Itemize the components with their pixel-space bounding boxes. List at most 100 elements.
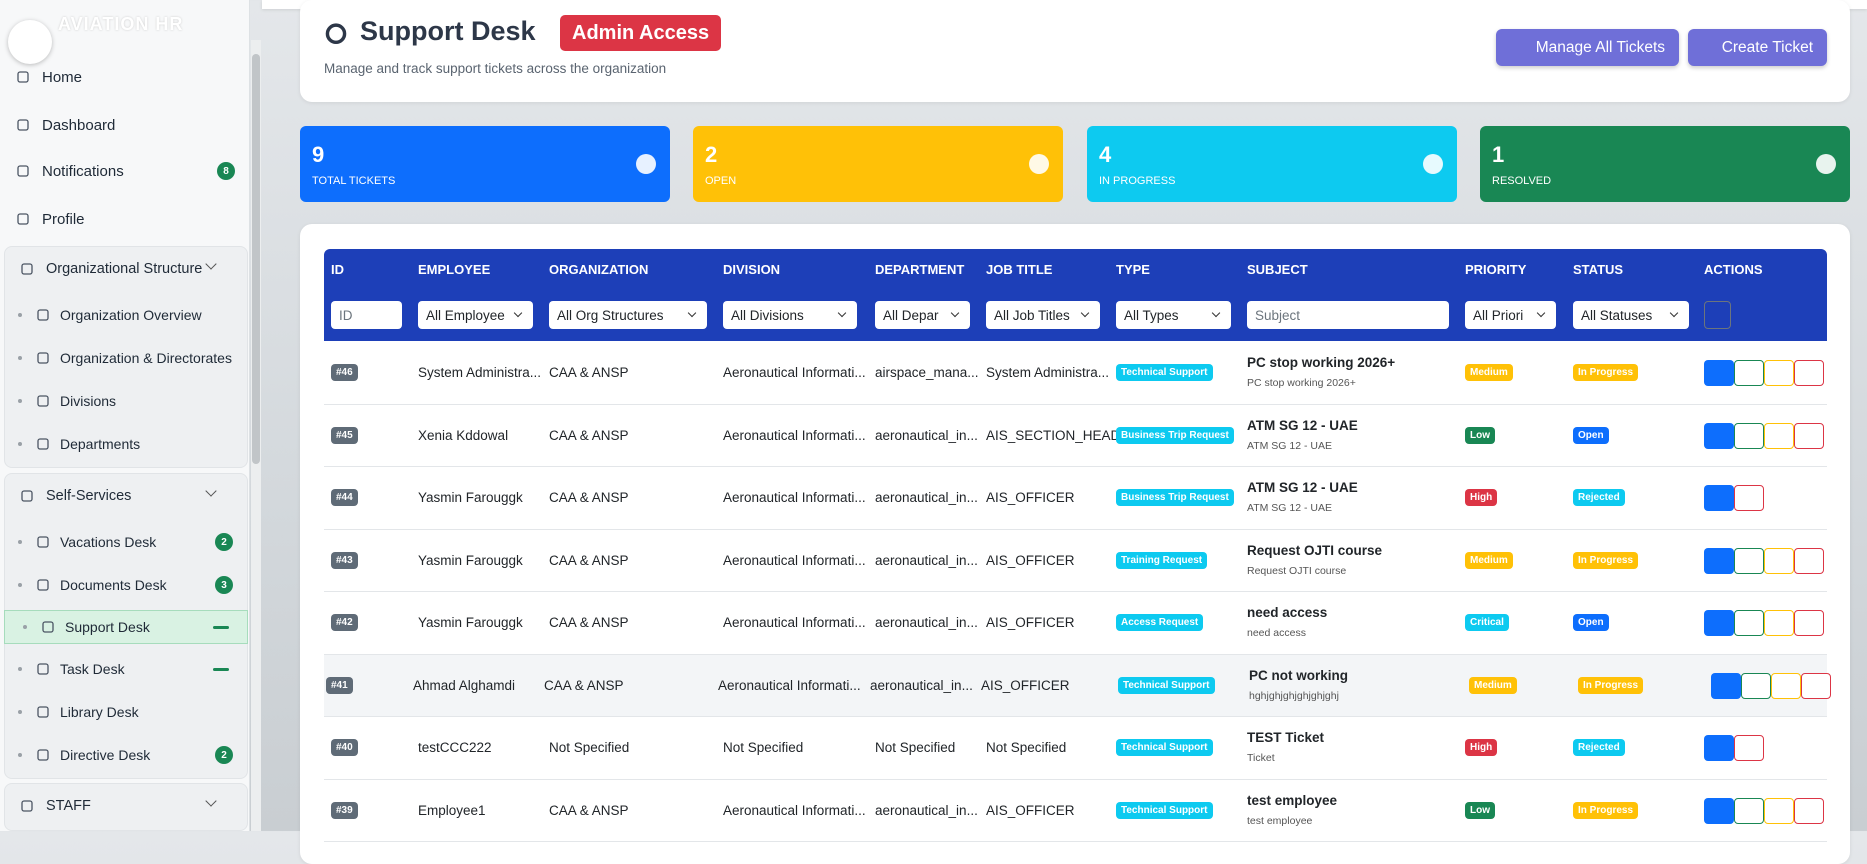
view-button[interactable] [1704, 610, 1734, 636]
filter[interactable]: All Org Structures [549, 301, 707, 329]
delete-button[interactable] [1794, 547, 1824, 574]
nav-item[interactable]: Home [16, 65, 82, 89]
id-badge: #46 [331, 364, 358, 381]
filter[interactable]: Subject [1247, 301, 1449, 329]
delete-button[interactable] [1794, 610, 1824, 636]
delete-button[interactable] [1794, 360, 1824, 386]
filter[interactable]: All Statuses [1573, 301, 1689, 329]
sub-item[interactable]: Directive Desk [0, 738, 248, 772]
priority-badge: Medium [1469, 676, 1517, 694]
table-row[interactable] [324, 654, 1827, 717]
sub-item[interactable]: Organization & Directorates [0, 341, 248, 375]
table-row[interactable] [324, 530, 1827, 592]
nav-item[interactable]: Notifications [16, 159, 124, 183]
clear-filter[interactable] [1704, 301, 1731, 329]
header-button[interactable]: Manage All Tickets [1496, 29, 1679, 66]
cell-employee: Employee1 [418, 802, 486, 818]
sub-item[interactable]: Support Desk [4, 610, 248, 644]
filter[interactable]: All Divisions [723, 301, 857, 329]
assign-button[interactable] [1771, 672, 1801, 699]
assign-button[interactable] [1764, 610, 1794, 636]
sub-item[interactable]: Documents Desk [0, 568, 248, 602]
filter[interactable]: All Depar [875, 301, 970, 329]
delete-button[interactable] [1734, 485, 1764, 511]
filter[interactable]: ID [331, 301, 402, 329]
badge: 3 [215, 576, 233, 594]
approve-button[interactable] [1734, 797, 1764, 824]
sub-item[interactable]: Departments [0, 427, 248, 461]
nav-item[interactable]: Profile [16, 207, 85, 231]
dot [18, 667, 22, 671]
approve-button[interactable] [1734, 422, 1764, 449]
filter[interactable]: All Priori [1465, 301, 1556, 329]
section-header[interactable]: STAFF [20, 794, 91, 818]
status-badge: Rejected [1573, 739, 1625, 756]
status-badge: Rejected [1573, 489, 1625, 506]
sub-item[interactable]: Divisions [0, 384, 248, 418]
delete-button[interactable] [1794, 797, 1824, 824]
stat-value: 2 [705, 142, 718, 167]
delete-button[interactable] [1794, 422, 1824, 449]
view-button[interactable] [1704, 735, 1734, 761]
sub-item[interactable]: Library Desk [0, 695, 248, 729]
filter[interactable]: All Types [1116, 301, 1231, 329]
table-row[interactable] [324, 342, 1827, 405]
subject-detail: hghjghjghjghjghjghj [1249, 689, 1339, 702]
view-button[interactable] [1704, 485, 1734, 511]
table-row[interactable] [324, 717, 1827, 780]
title-text: Support Desk [360, 16, 536, 46]
section-header[interactable]: Self-Services [20, 484, 131, 508]
cell-department: aeronautical_in... [875, 490, 978, 505]
icon [17, 71, 29, 83]
cell-division: Aeronautical Informati... [723, 802, 866, 818]
view-button[interactable] [1704, 360, 1734, 386]
icon [37, 579, 49, 591]
sub-item[interactable]: Organization Overview [0, 298, 248, 332]
approve-button[interactable] [1734, 610, 1764, 636]
assign-button[interactable] [1764, 547, 1794, 574]
subject: need access [1247, 605, 1328, 620]
view-button[interactable] [1704, 547, 1734, 574]
section-title: STAFF [46, 798, 91, 814]
dot [18, 710, 22, 714]
table-row[interactable] [324, 405, 1827, 467]
sub-item[interactable]: Task Desk [0, 652, 248, 686]
section-header[interactable]: Organizational Structure [20, 257, 202, 281]
filter[interactable]: All Job Titles [986, 301, 1100, 329]
badge: 2 [215, 746, 233, 764]
cell-organization: CAA & ANSP [549, 552, 629, 568]
cell-organization: Not Specified [549, 740, 630, 755]
menu-toggle[interactable] [8, 20, 52, 64]
table-row[interactable] [324, 467, 1827, 530]
cell-division: Aeronautical Informati... [723, 615, 866, 630]
view-button[interactable] [1704, 422, 1734, 449]
approve-button[interactable] [1734, 360, 1764, 386]
type-badge: Technical Support [1116, 364, 1213, 381]
section-title: Self-Services [46, 488, 132, 504]
sub-label: Organization Overview [60, 307, 202, 323]
table-row[interactable] [324, 592, 1827, 655]
filter[interactable]: All Employee [418, 301, 533, 329]
priority-badge: Low [1465, 426, 1495, 444]
assign-button[interactable] [1764, 797, 1794, 824]
type-badge: Business Trip Request [1116, 426, 1234, 444]
subject: PC not working [1249, 667, 1348, 683]
cell-department: aeronautical_in... [875, 427, 978, 443]
assign-button[interactable] [1764, 360, 1794, 386]
stat-label: TOTAL TICKETS [312, 175, 396, 187]
assign-button[interactable] [1764, 422, 1794, 449]
sub-label: Directive Desk [60, 747, 151, 763]
approve-button[interactable] [1734, 547, 1764, 574]
nav-label: Home [42, 68, 83, 86]
header-button[interactable]: Create Ticket [1688, 29, 1827, 66]
icon [37, 309, 49, 321]
cell-organization: CAA & ANSP [544, 677, 624, 693]
view-button[interactable] [1704, 797, 1734, 824]
view-button[interactable] [1711, 672, 1741, 699]
nav-item[interactable]: Dashboard [16, 113, 115, 137]
cell-division: Aeronautical Informati... [723, 552, 866, 568]
delete-button[interactable] [1801, 672, 1831, 699]
delete-button[interactable] [1734, 735, 1764, 761]
approve-button[interactable] [1741, 672, 1771, 699]
sub-item[interactable]: Vacations Desk [0, 525, 248, 559]
